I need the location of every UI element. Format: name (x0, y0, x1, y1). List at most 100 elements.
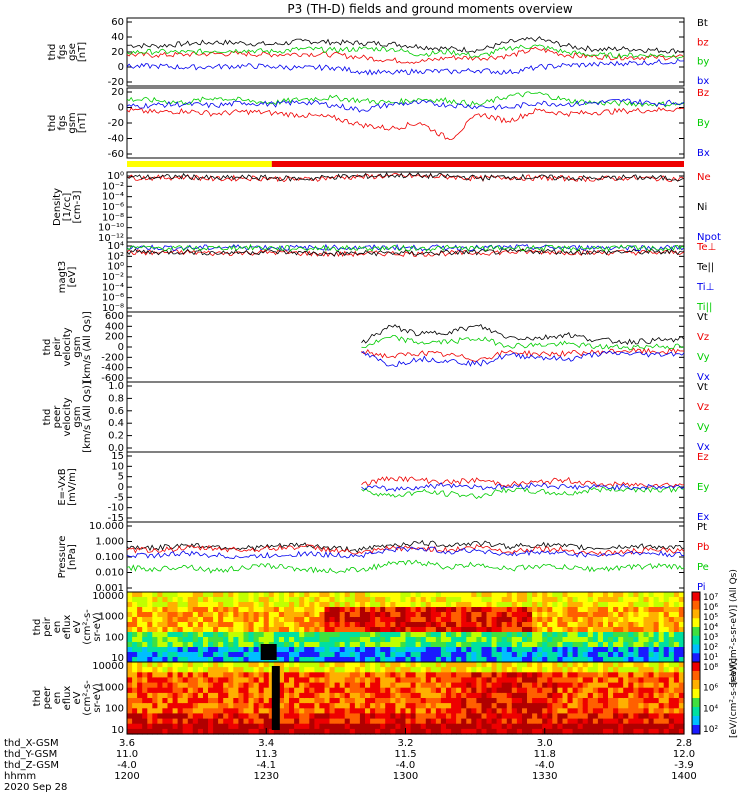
y-axis-label: magt3 (57, 261, 68, 294)
spectrogram-cell (263, 627, 270, 633)
spectrogram-cell (537, 713, 543, 720)
spectrogram-cell (273, 612, 280, 618)
spectrogram-cell (618, 698, 624, 704)
y-axis-label: Pressure (57, 536, 68, 579)
spectrogram-cell (668, 627, 675, 633)
spectrogram-cell (400, 622, 407, 628)
spectrogram-cell (162, 692, 169, 699)
spectrogram-cell (359, 682, 366, 689)
y-tick-label: 0 (118, 62, 124, 73)
spectrogram-cell (375, 713, 381, 720)
spectrogram-cell (501, 667, 508, 673)
spectrogram-cell (157, 652, 164, 658)
spectrogram-cell (668, 592, 675, 598)
spectrogram-cell (299, 597, 305, 603)
spectrogram-cell (248, 703, 255, 709)
spectrogram-cell (208, 602, 214, 608)
spectrogram-cell (587, 687, 594, 694)
colorbar-frame (691, 661, 701, 735)
spectrogram-cell (132, 622, 138, 628)
spectrogram-cell (511, 677, 518, 684)
spectrogram-cell (182, 687, 189, 694)
spectrogram-cell (542, 682, 548, 689)
spectrogram-cell (623, 617, 629, 623)
spectrogram-cell (501, 627, 508, 633)
spectrogram-cell (430, 637, 437, 643)
spectrogram-cell (228, 718, 234, 725)
spectrogram-cell (349, 592, 356, 598)
spectrogram-cell (658, 723, 665, 730)
spectrogram-cell (248, 597, 255, 603)
spectrogram-cell (197, 662, 204, 668)
spectrogram-cell (597, 728, 604, 735)
spectrogram-cell (208, 723, 214, 730)
spectrogram-cell (618, 617, 624, 623)
spectrogram-cell (324, 682, 331, 689)
spectrogram-cell (147, 617, 153, 623)
spectrogram-cell (324, 637, 331, 643)
spectrogram-cell (370, 607, 376, 613)
y-axis-label: peer (42, 686, 53, 710)
spectrogram-cell (334, 627, 341, 633)
spectrogram-cell (375, 612, 381, 618)
spectrogram-cell (446, 627, 452, 633)
spectrogram-cell (668, 597, 675, 603)
spectrogram-cell (461, 703, 467, 709)
spectrogram-cell (522, 698, 528, 704)
spectrogram-cell (172, 657, 179, 663)
spectrogram-cell (329, 672, 336, 678)
spectrogram-cell (633, 698, 640, 704)
spectrogram-cell (304, 698, 310, 704)
spectrogram-cell (233, 597, 239, 603)
spectrogram-cell (567, 647, 574, 653)
spectrogram-cell (496, 677, 503, 684)
spectrogram-cell (152, 672, 158, 678)
spectrogram-cell (395, 672, 402, 678)
spectrogram-cell (223, 642, 229, 648)
spectrogram-cell (648, 657, 655, 663)
spectrogram-cell (278, 642, 285, 648)
spectrogram-cell (577, 612, 584, 618)
spectrogram-cell (522, 728, 528, 735)
spectrogram-cell (334, 657, 341, 663)
spectrogram-cell (344, 713, 351, 720)
spectrogram-cell (501, 677, 508, 684)
spectrogram-cell (658, 637, 665, 643)
spectrogram-cell (213, 672, 219, 678)
spectrogram-cell (435, 647, 442, 653)
spectrogram-cell (678, 627, 685, 633)
spectrogram-cell (218, 682, 224, 689)
spectrogram-cell (537, 677, 543, 684)
spectrogram-cell (349, 657, 356, 663)
spectrogram-cell (182, 723, 189, 730)
spectrogram-cell (380, 597, 386, 603)
spectrogram-cell (435, 637, 442, 643)
spectrogram-cell (203, 713, 209, 720)
spectrogram-cell (577, 713, 584, 720)
spectrogram-cell (501, 602, 508, 608)
spectrogram-cell (365, 682, 371, 689)
spectrogram-cell (243, 687, 250, 694)
spectrogram-cell (390, 728, 396, 735)
spectrogram-cell (562, 617, 569, 623)
spectrogram-cell (410, 687, 417, 694)
spectrogram-cell (430, 662, 437, 668)
spectrogram-cell (415, 713, 422, 720)
spectrogram-cell (658, 607, 665, 613)
spectrogram-cell (192, 657, 199, 663)
spectrogram-cell (127, 657, 133, 663)
spectrogram-cell (613, 718, 619, 725)
spectrogram-cell (137, 652, 143, 658)
spectrogram-cell (633, 592, 640, 598)
spectrogram-cell (552, 657, 558, 663)
spectrogram-cell (410, 682, 417, 689)
spectrogram-cell (203, 703, 209, 709)
spectrogram-cell (471, 597, 477, 603)
spectrogram-cell (187, 728, 194, 735)
spectrogram-cell (567, 677, 574, 684)
spectrogram-cell (152, 652, 158, 658)
spectrogram-cell (400, 698, 407, 704)
spectrogram-cell (294, 692, 300, 699)
spectrogram-cell (278, 627, 285, 633)
